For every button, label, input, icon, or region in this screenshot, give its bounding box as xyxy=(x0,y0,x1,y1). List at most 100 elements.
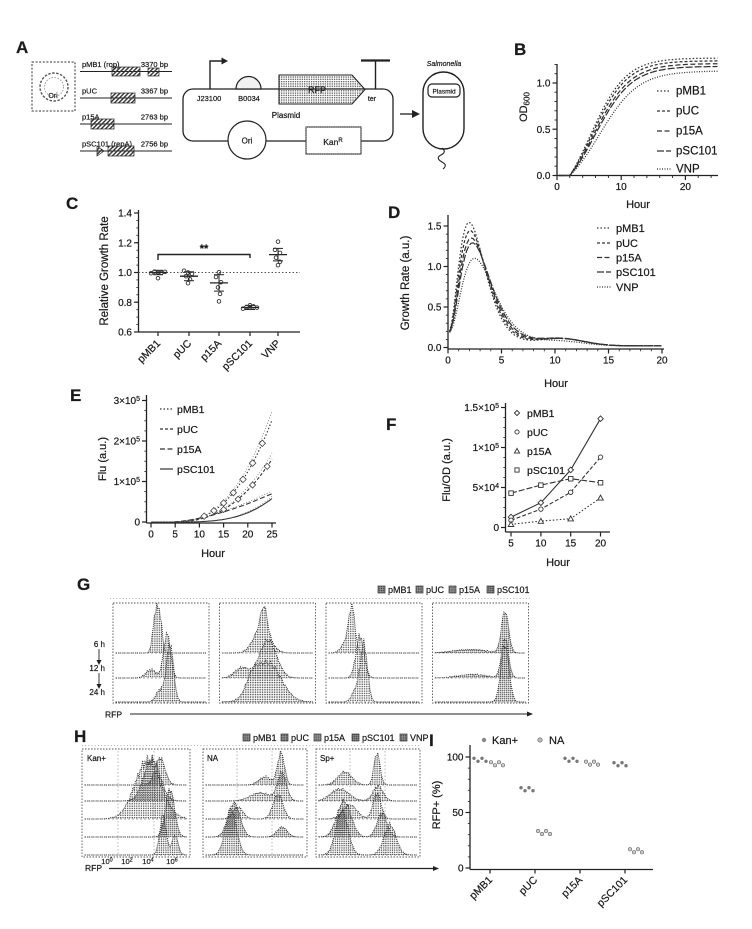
svg-text:3×105: 3×105 xyxy=(114,396,141,407)
svg-text:VNP: VNP xyxy=(676,164,700,176)
svg-text:A: A xyxy=(16,38,28,57)
svg-text:3367 bp: 3367 bp xyxy=(141,87,168,96)
svg-text:Plasmid: Plasmid xyxy=(272,111,300,120)
svg-text:25: 25 xyxy=(266,530,278,541)
svg-text:20: 20 xyxy=(595,539,607,550)
svg-text:Kan+: Kan+ xyxy=(87,754,106,763)
svg-text:5×104: 5×104 xyxy=(473,483,500,494)
svg-text:pMB1: pMB1 xyxy=(616,223,645,235)
svg-text:pMB1: pMB1 xyxy=(527,408,555,420)
svg-text:RFP: RFP xyxy=(85,863,102,873)
svg-text:102: 102 xyxy=(121,857,132,866)
svg-text:pSC101: pSC101 xyxy=(676,146,718,158)
svg-text:1.5: 1.5 xyxy=(428,222,442,233)
svg-text:Relative Growth Rate: Relative Growth Rate xyxy=(99,216,111,325)
svg-text:J23100: J23100 xyxy=(197,94,222,103)
svg-text:1.0: 1.0 xyxy=(537,79,551,90)
svg-text:I: I xyxy=(429,731,434,750)
svg-text:10: 10 xyxy=(194,530,206,541)
svg-text:VNP: VNP xyxy=(410,733,429,743)
svg-text:pUC: pUC xyxy=(527,427,548,439)
svg-text:p15A: p15A xyxy=(527,446,552,458)
svg-text:pUC: pUC xyxy=(616,238,638,250)
svg-text:1×105: 1×105 xyxy=(114,477,141,488)
svg-text:0: 0 xyxy=(134,518,140,529)
svg-text:pUC: pUC xyxy=(177,424,198,436)
svg-text:G: G xyxy=(77,575,90,594)
svg-text:pSC101: pSC101 xyxy=(616,267,656,279)
svg-text:24 h: 24 h xyxy=(89,688,105,697)
svg-text:0.0: 0.0 xyxy=(537,171,551,182)
svg-text:0.0: 0.0 xyxy=(428,343,442,354)
svg-text:pMB1: pMB1 xyxy=(177,404,205,416)
svg-text:6 h: 6 h xyxy=(94,640,105,649)
svg-text:p15A: p15A xyxy=(324,733,345,743)
svg-text:0: 0 xyxy=(148,530,154,541)
svg-text:RFP: RFP xyxy=(105,710,122,720)
svg-text:2763 bp: 2763 bp xyxy=(141,113,168,122)
svg-text:Hour: Hour xyxy=(626,199,650,211)
svg-text:Flu/OD (a.u.): Flu/OD (a.u.) xyxy=(441,438,453,502)
svg-text:RFP+ (%): RFP+ (%) xyxy=(431,781,443,830)
svg-text:Flu (a.u.): Flu (a.u.) xyxy=(97,437,109,481)
svg-text:pMB1 (rop): pMB1 (rop) xyxy=(82,60,120,69)
svg-text:50: 50 xyxy=(452,808,464,819)
svg-text:Plasmid: Plasmid xyxy=(432,89,456,96)
svg-text:B0034: B0034 xyxy=(238,94,260,103)
svg-text:0.8: 0.8 xyxy=(118,298,132,309)
svg-text:F: F xyxy=(386,415,396,434)
svg-text:20: 20 xyxy=(680,182,692,193)
svg-text:10: 10 xyxy=(616,182,628,193)
svg-text:5: 5 xyxy=(508,539,514,550)
svg-text:H: H xyxy=(74,727,86,746)
svg-text:1.2: 1.2 xyxy=(118,238,132,249)
svg-text:Ori: Ori xyxy=(48,93,58,100)
svg-text:15: 15 xyxy=(218,530,230,541)
svg-text:0: 0 xyxy=(458,864,464,875)
svg-text:15: 15 xyxy=(603,356,615,367)
svg-text:E: E xyxy=(70,386,81,405)
svg-text:0: 0 xyxy=(445,356,451,367)
svg-text:0: 0 xyxy=(554,182,560,193)
svg-text:5: 5 xyxy=(499,356,505,367)
svg-text:1.0: 1.0 xyxy=(118,268,132,279)
svg-text:12 h: 12 h xyxy=(89,664,105,673)
svg-text:pSC101: pSC101 xyxy=(362,733,395,743)
svg-text:10: 10 xyxy=(549,356,561,367)
svg-text:1.0: 1.0 xyxy=(428,262,442,273)
svg-text:D: D xyxy=(388,203,400,222)
svg-text:15: 15 xyxy=(565,539,577,550)
svg-text:1×105: 1×105 xyxy=(473,443,500,454)
svg-text:**: ** xyxy=(200,243,209,255)
svg-text:20: 20 xyxy=(242,530,254,541)
svg-text:106: 106 xyxy=(166,857,177,866)
svg-text:p15A: p15A xyxy=(82,113,100,122)
svg-text:pUC: pUC xyxy=(676,106,699,118)
svg-text:pSC101: pSC101 xyxy=(527,465,565,477)
svg-text:pSC101: pSC101 xyxy=(497,585,530,595)
svg-text:pUC: pUC xyxy=(82,87,98,96)
svg-text:pMB1: pMB1 xyxy=(253,733,277,743)
svg-text:0.5: 0.5 xyxy=(537,125,551,136)
svg-text:100: 100 xyxy=(447,753,464,764)
svg-text:p15A: p15A xyxy=(676,126,703,138)
svg-text:Ori: Ori xyxy=(242,137,253,146)
svg-text:2×105: 2×105 xyxy=(114,437,141,448)
svg-text:3370 bp: 3370 bp xyxy=(141,60,168,69)
svg-text:Sp+: Sp+ xyxy=(320,754,335,763)
svg-text:NA: NA xyxy=(549,735,565,747)
svg-text:20: 20 xyxy=(656,356,668,367)
svg-text:1.5×105: 1.5×105 xyxy=(464,403,499,414)
svg-text:pSC101: pSC101 xyxy=(177,464,215,476)
svg-text:NA: NA xyxy=(207,754,219,763)
svg-text:p15A: p15A xyxy=(177,444,202,456)
svg-text:B: B xyxy=(514,40,526,59)
svg-text:Hour: Hour xyxy=(544,378,568,390)
svg-text:pSC101 (repA): pSC101 (repA) xyxy=(82,140,133,149)
svg-text:1.4: 1.4 xyxy=(118,209,132,220)
svg-text:KanR: KanR xyxy=(323,137,343,147)
svg-text:Kan+: Kan+ xyxy=(492,735,518,747)
svg-text:0.6: 0.6 xyxy=(118,328,132,339)
svg-text:pUC: pUC xyxy=(426,585,445,595)
svg-text:pUC: pUC xyxy=(291,733,310,743)
